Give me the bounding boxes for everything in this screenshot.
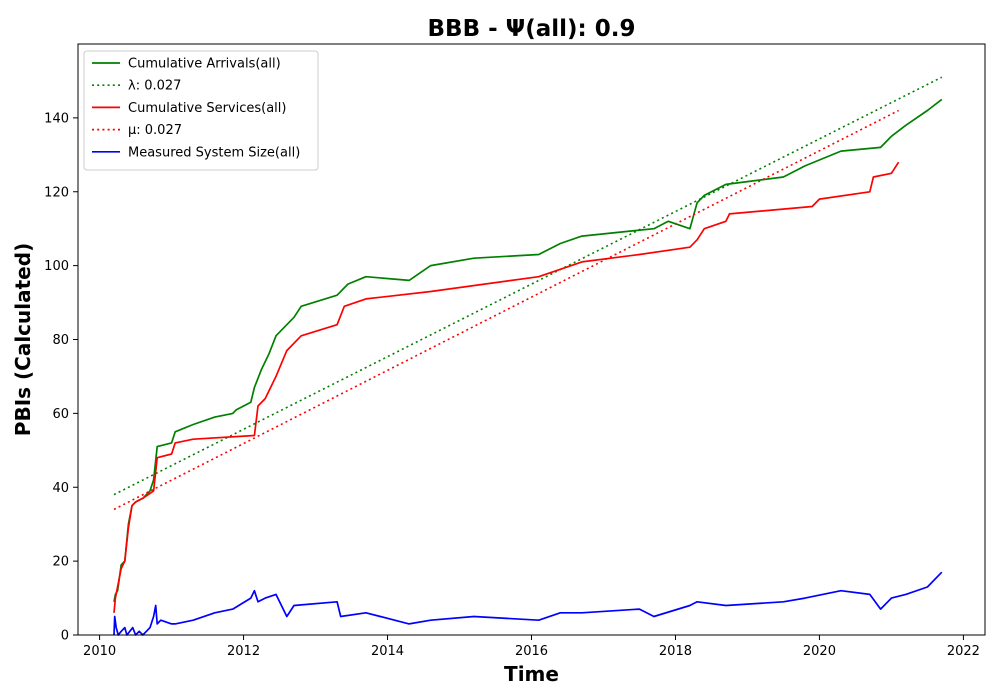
x-axis: 2010 2012 2014 2016 2018 2020 2022 <box>83 635 980 659</box>
series-line-3 <box>113 109 899 511</box>
x-tick-label: 2010 <box>83 644 116 659</box>
y-tick-label: 60 <box>52 407 69 422</box>
legend-label: λ: 0.027 <box>128 79 181 94</box>
legend-label: Cumulative Arrivals(all) <box>128 57 281 72</box>
x-tick-label: 2018 <box>659 644 692 659</box>
y-tick-label: 100 <box>44 259 69 274</box>
series-line-2 <box>113 161 900 613</box>
y-tick-label: 140 <box>44 111 69 126</box>
x-tick-label: 2020 <box>803 644 836 659</box>
y-axis-title: PBIs (Calculated) <box>11 243 35 436</box>
y-tick-label: 80 <box>52 333 69 348</box>
y-tick-label: 20 <box>52 555 69 570</box>
chart-title: BBB - Ψ(all): 0.9 <box>428 16 636 42</box>
x-tick-label: 2012 <box>227 644 260 659</box>
series-line-1 <box>113 76 943 496</box>
series-line-0 <box>113 98 943 602</box>
y-axis: 0 20 40 60 80 100 120 140 <box>44 111 78 644</box>
y-tick-label: 40 <box>52 481 69 496</box>
y-tick-label: 0 <box>61 629 69 644</box>
y-tick-label: 120 <box>44 185 69 200</box>
series-line-4 <box>113 571 943 636</box>
legend-box <box>83 50 319 171</box>
legend-label: Measured System Size(all) <box>128 145 300 160</box>
legend: Cumulative Arrivals(all) λ: 0.027 Cumulati… <box>83 50 319 171</box>
legend-label: μ: 0.027 <box>128 123 182 138</box>
plot-area <box>113 76 943 636</box>
x-tick-label: 2016 <box>515 644 548 659</box>
legend-label: Cumulative Services(all) <box>128 101 286 116</box>
x-tick-label: 2014 <box>371 644 404 659</box>
x-tick-label: 2022 <box>947 644 980 659</box>
x-axis-title: Time <box>504 662 559 686</box>
